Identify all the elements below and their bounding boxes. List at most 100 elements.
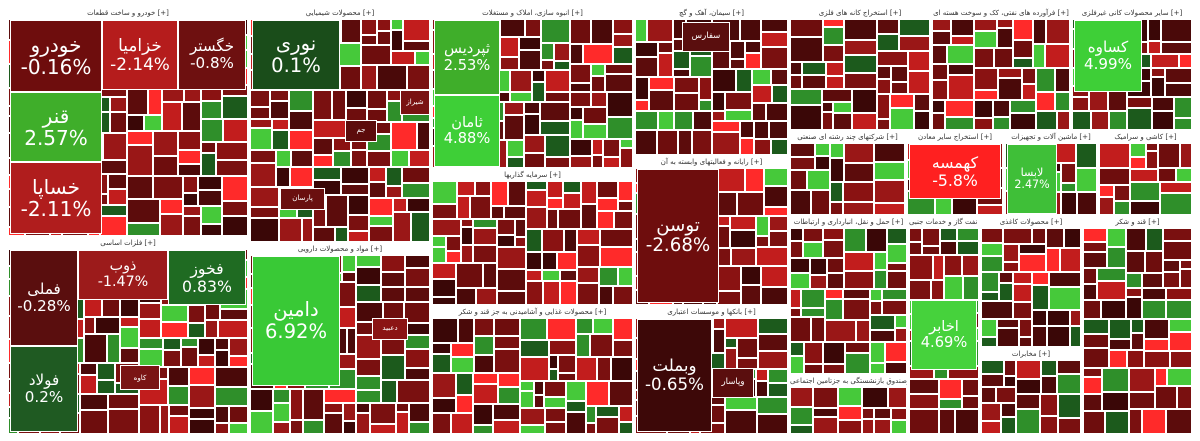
stock-tile[interactable]: ذوب -1.47%	[78, 250, 168, 300]
filler-cell	[347, 328, 356, 354]
filler-cell	[862, 419, 874, 434]
stock-tile[interactable]: اخابر 4.69%	[911, 300, 977, 370]
filler-cell	[554, 61, 570, 70]
sector-title[interactable]: شرکتهای چند رشته ای صنعتی [+]	[790, 132, 905, 143]
stock-tile[interactable]: وپاسار	[712, 368, 754, 398]
stock-tile[interactable]: نوری 0.1%	[252, 20, 340, 90]
filler-cell	[673, 69, 690, 77]
stock-tile[interactable]: لابسا 2.47%	[1007, 144, 1057, 214]
filler-cell	[756, 369, 768, 381]
filler-cell	[1013, 302, 1032, 319]
filler-cell	[108, 409, 139, 434]
filler-cell	[570, 139, 592, 156]
filler-cell	[712, 69, 736, 92]
filler-cell	[500, 37, 519, 57]
filler-cell	[609, 381, 633, 406]
sector-title[interactable]: استخراج سایر معادن [+]	[907, 132, 1003, 143]
filler-cell	[432, 247, 446, 263]
sector-title[interactable]: انبوه سازی، املاک و مستغلات [+]	[432, 8, 633, 19]
filler-cell	[822, 102, 833, 112]
sector-title[interactable]: استخراج نفت گاز و خدمات جنبی [+]	[909, 217, 979, 228]
sector-title[interactable]: حمل و نقل، انبارداری و ارتباطات [+]	[790, 217, 907, 228]
filler-cell	[504, 206, 526, 219]
filler-cell	[932, 45, 947, 64]
filler-cell	[603, 157, 620, 168]
filler-cell	[874, 419, 891, 434]
sector-title[interactable]: سایر محصولات کانی غیرفلزی [+]	[1072, 8, 1192, 19]
filler-cell	[757, 397, 788, 414]
filler-cell	[205, 320, 218, 338]
stock-tile[interactable]: خگستر -0.8%	[178, 20, 246, 90]
stock-tile[interactable]: شیراز	[400, 90, 430, 115]
sector-title[interactable]: سیمان، آهک و گچ [+]	[635, 8, 788, 19]
filler-cell	[771, 139, 788, 155]
sector-title[interactable]: فلزات اساسی [+]	[8, 238, 248, 249]
filler-cell	[1170, 351, 1192, 368]
filler-cell	[1148, 19, 1161, 41]
stock-tile[interactable]: فخوز 0.83%	[168, 250, 246, 305]
stock-change: -5.8%	[932, 170, 978, 190]
sector-title[interactable]: بیمه وصندوق بازنشستگی به جزتامین اجتماعی…	[790, 376, 907, 387]
sector-title[interactable]: فرآورده های نفتی، کک و سوخت هسته ای [+]	[932, 8, 1070, 19]
filler-cell	[1099, 185, 1114, 197]
sector-title[interactable]: استخراج کانه های فلزی [+]	[790, 8, 930, 19]
filler-cell	[1169, 332, 1192, 351]
filler-cell	[611, 357, 633, 381]
stock-tile[interactable]: توسن -2.68%	[637, 169, 719, 303]
filler-cell	[457, 181, 475, 196]
stock-tile[interactable]: دعبید	[372, 318, 408, 340]
filler-cell	[944, 276, 963, 300]
stock-tile[interactable]: کهمسه -5.8%	[909, 144, 1001, 199]
sector-title[interactable]: رایانه و فعالیتهای وابسته به آن [+]	[635, 157, 788, 168]
sector-title[interactable]: محصولات غذایی و آشامیدنی به جز قند و شکر…	[432, 307, 633, 318]
filler-cell	[1036, 68, 1055, 92]
filler-cell	[356, 403, 370, 413]
stock-tile[interactable]: جم	[345, 120, 377, 142]
filler-cell	[1165, 68, 1192, 83]
filler-cell	[838, 420, 862, 434]
sector-title[interactable]: خودرو و ساخت قطعات [+]	[8, 8, 248, 19]
filler-cell	[356, 359, 381, 376]
sector-title[interactable]: ماشین آلات و تجهیزات [+]	[1005, 132, 1097, 143]
sector-title[interactable]: محصولات کاغذی [+]	[981, 217, 1081, 228]
stock-tile[interactable]: ثامان 4.88%	[434, 95, 500, 167]
sector-title[interactable]: قند و شکر [+]	[1083, 217, 1192, 228]
filler-cell	[1083, 411, 1105, 434]
stock-tile[interactable]: فملی -0.28%	[10, 250, 78, 346]
filler-cell	[804, 364, 823, 374]
filler-cell	[1166, 288, 1192, 300]
sector-title[interactable]: مخابرات [+]	[981, 349, 1081, 360]
filler-cell	[80, 363, 97, 375]
filler-cell	[635, 19, 647, 42]
sector-title[interactable]: مواد و محصولات دارویی [+]	[250, 244, 430, 255]
filler-cell	[811, 317, 825, 342]
sector-title[interactable]: سرمایه گذاریها [+]	[432, 170, 633, 181]
filler-cell	[564, 229, 577, 252]
stock-tile[interactable]: کساوه 4.99%	[1074, 20, 1142, 92]
filler-cell	[597, 181, 618, 198]
stock-tile[interactable]: ثپردیس 2.53%	[434, 20, 500, 95]
stock-tile[interactable]: فولاد 0.2%	[10, 346, 78, 432]
filler-cell	[1177, 386, 1192, 409]
stock-tile[interactable]: خزامیا -2.14%	[102, 20, 178, 90]
stock-tile[interactable]: سفارس	[682, 22, 730, 52]
stock-tile[interactable]: خساپا -2.11%	[10, 162, 102, 234]
stock-tile[interactable]: وبملت -0.65%	[637, 319, 712, 432]
stock-tile[interactable]: قنر 2.57%	[10, 92, 102, 162]
filler-cell	[1019, 254, 1046, 272]
filler-cell	[189, 419, 215, 434]
filler-cell	[844, 252, 874, 271]
filler-cell	[178, 150, 201, 164]
filler-cell	[547, 181, 563, 198]
stock-tile[interactable]: پارسان	[280, 188, 325, 210]
filler-cell	[181, 338, 198, 347]
stock-tile[interactable]: خودرو -0.16%	[10, 20, 102, 92]
filler-cell	[1097, 268, 1126, 281]
sector-title[interactable]: محصولات شیمیایی [+]	[250, 8, 430, 19]
sector-title[interactable]: کاشی و سرامیک [+]	[1099, 132, 1192, 143]
stock-tile[interactable]: کاوه	[120, 365, 160, 390]
stock-tile[interactable]: دامین 6.92%	[252, 256, 340, 386]
sector-title[interactable]: بانکها و موسسات اعتباری [+]	[635, 307, 788, 318]
filler-cell	[545, 70, 570, 92]
filler-cell	[725, 410, 757, 434]
